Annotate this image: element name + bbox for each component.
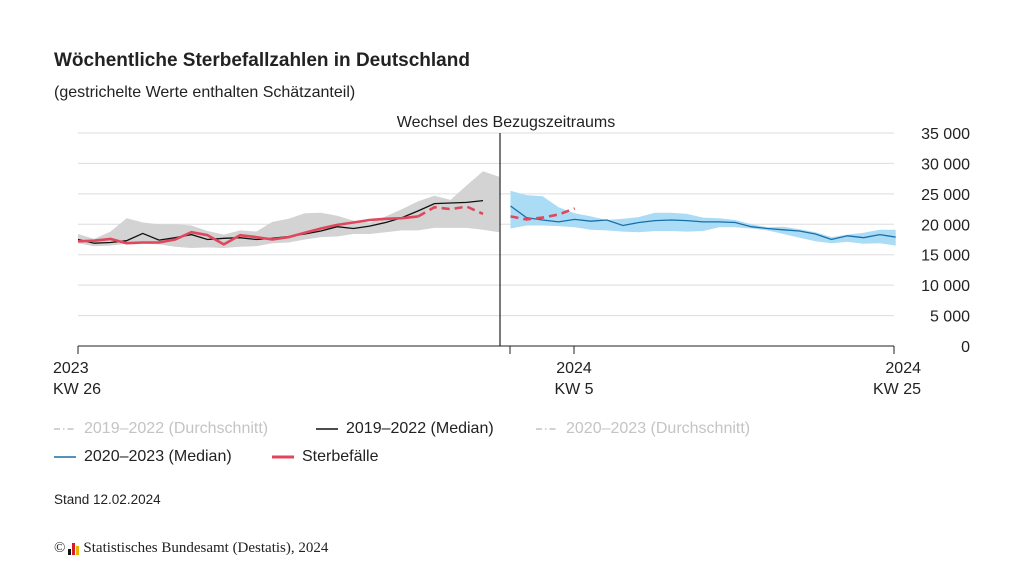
x-tick-label-year: 2024: [556, 360, 592, 377]
destatis-logo-icon: [68, 542, 80, 555]
chart-title: Wöchentliche Sterbefallzahlen in Deutsch…: [54, 50, 470, 71]
legend-label: 2019–2022 (Median): [346, 420, 494, 437]
x-tick-label-week: KW 5: [554, 381, 593, 398]
y-tick-label: 35 000: [921, 126, 970, 143]
legend-label: Sterbefälle: [302, 448, 379, 465]
line-deaths-2024-estimated: [510, 207, 576, 221]
legend-item-median-2019-2022[interactable]: 2019–2022 (Median): [316, 420, 494, 438]
line-deaths-2023-estimated: [417, 205, 484, 218]
y-tick-label: 25 000: [921, 187, 970, 204]
legend-dashdot-swatch: [536, 428, 558, 430]
y-tick-label: 15 000: [921, 248, 970, 265]
band-2019-2022: [78, 171, 500, 248]
legend-item-deaths[interactable]: Sterbefälle: [272, 448, 379, 466]
source-line: © Statistisches Bundesamt (Destatis), 20…: [54, 540, 328, 557]
legend-label: 2020–2023 (Durchschnitt): [566, 420, 751, 437]
x-tick-label-week: KW 25: [873, 381, 921, 398]
band-2020-2023: [510, 190, 896, 246]
source-text: Statistisches Bundesamt (Destatis), 2024: [83, 540, 329, 556]
x-tick-label-year: 2023: [53, 360, 89, 377]
legend-item-avg-2019-2022[interactable]: 2019–2022 (Durchschnitt): [54, 420, 268, 438]
y-tick-label: 10 000: [921, 278, 970, 295]
legend-dashdot-swatch: [54, 428, 76, 430]
y-tick-label: 0: [961, 339, 970, 356]
legend-line-swatch: [316, 428, 338, 430]
x-tick-label-year: 2024: [885, 360, 921, 377]
legend-item-avg-2020-2023[interactable]: 2020–2023 (Durchschnitt): [536, 420, 750, 438]
line-deaths-2023: [77, 215, 419, 246]
legend-item-median-2020-2023[interactable]: 2020–2023 (Median): [54, 448, 232, 466]
data-status: Stand 12.02.2024: [54, 492, 161, 507]
legend-line-swatch: [272, 455, 294, 459]
line-median-2020-2023: [510, 205, 896, 241]
x-tick-label-week: KW 26: [53, 381, 101, 398]
y-tick-label: 20 000: [921, 217, 970, 234]
y-tick-label: 30 000: [921, 156, 970, 173]
legend-label: 2020–2023 (Median): [84, 448, 232, 465]
chart-subtitle: (gestrichelte Werte enthalten Schätzante…: [54, 84, 356, 101]
chart-plot: 0 5 000 10 000 15 000 20 000 25 000 30 000 35 0…: [53, 114, 970, 398]
copyright-symbol: ©: [54, 540, 66, 556]
legend-label: 2019–2022 (Durchschnitt): [84, 420, 269, 437]
annotation-label: Wechsel des Bezugszeitraums: [397, 114, 615, 131]
legend-line-swatch: [54, 456, 76, 458]
y-tick-label: 5 000: [930, 309, 970, 326]
